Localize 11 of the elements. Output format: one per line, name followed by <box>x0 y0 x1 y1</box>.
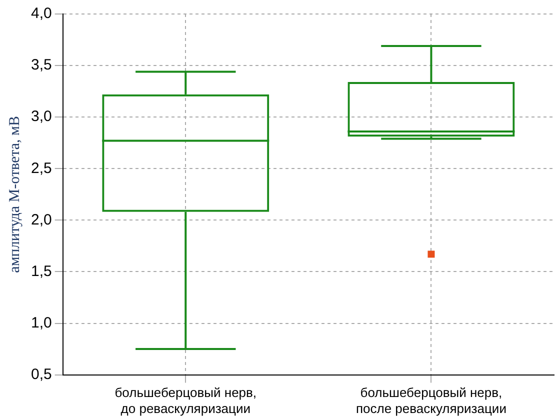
y-tick-label: 0,5 <box>30 366 52 383</box>
y-tick-label: 2,0 <box>30 211 52 228</box>
y-tick-label: 3,0 <box>30 108 52 126</box>
y-tick-label: 4,0 <box>30 5 52 22</box>
y-tick-label: 1,5 <box>30 262 52 280</box>
x-tick-label: большеберцовый нерв, до реваскуляризации <box>114 385 257 416</box>
y-tick-label: 1,0 <box>30 314 52 332</box>
y-tick-label: 2,5 <box>30 160 52 177</box>
x-tick-label: большеберцовый нерв, после реваскуляризации <box>356 385 506 416</box>
y-tick-label: 3,5 <box>30 56 52 74</box>
y-axis-title: амплитуда М-ответа, мВ <box>6 116 23 273</box>
